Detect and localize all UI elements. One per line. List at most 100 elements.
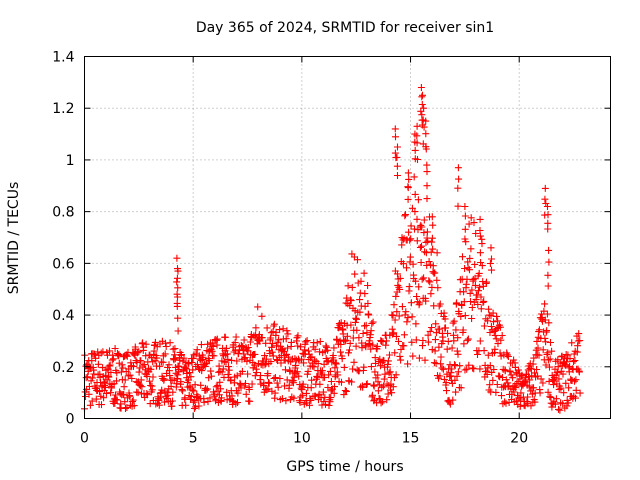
data-point: [463, 336, 471, 344]
data-point: [565, 384, 573, 392]
x-axis: 0 5 10 15 20: [80, 56, 528, 447]
data-point: [300, 359, 308, 367]
data-point: [486, 260, 494, 267]
data-point: [290, 379, 297, 387]
data-point: [430, 359, 438, 367]
data-point: [355, 334, 363, 342]
data-point: [476, 365, 484, 373]
data-point: [429, 245, 437, 253]
data-point: [258, 334, 266, 342]
data-point: [258, 312, 266, 320]
data-point: [433, 249, 441, 257]
data-point: [143, 390, 151, 397]
data-point: [408, 338, 416, 346]
data-point: [194, 361, 201, 368]
data-point: [269, 340, 277, 348]
data-point: [499, 374, 506, 381]
data-point: [525, 373, 533, 381]
data-point: [207, 367, 215, 375]
data-point: [379, 398, 386, 406]
data-point: [254, 303, 262, 311]
data-point: [446, 373, 454, 381]
data-point: [417, 259, 425, 266]
data-point: [475, 287, 482, 295]
data-point: [564, 399, 572, 407]
data-point: [218, 394, 225, 402]
data-point: [171, 345, 179, 353]
data-point: [417, 84, 425, 91]
data-point: [454, 164, 462, 172]
data-point: [347, 296, 354, 304]
data-point: [412, 277, 420, 285]
data-point: [251, 361, 259, 369]
data-point: [409, 260, 417, 268]
data-point: [153, 354, 161, 362]
data-point: [392, 292, 400, 300]
data-point: [246, 338, 254, 346]
data-point: [302, 389, 310, 397]
data-point: [129, 398, 136, 405]
data-point: [544, 388, 552, 396]
data-point: [370, 382, 378, 390]
data-point: [113, 396, 121, 404]
data-point: [418, 223, 426, 231]
data-point: [535, 326, 543, 334]
data-point: [401, 212, 409, 220]
data-point: [548, 403, 556, 411]
data-point: [90, 370, 98, 378]
data-point: [447, 369, 455, 377]
data-point: [133, 349, 141, 357]
data-point: [448, 344, 456, 352]
data-point: [146, 377, 153, 385]
data-point: [244, 370, 252, 378]
data-point: [262, 355, 270, 363]
data-point: [568, 339, 576, 347]
data-point: [290, 394, 298, 402]
data-point: [391, 125, 399, 133]
y-axis: 0 0.2 0.4 0.6 0.8 1 1.2 1.4: [52, 50, 611, 428]
data-point: [262, 339, 270, 347]
data-point: [307, 397, 315, 404]
data-point: [282, 397, 290, 405]
data-point: [134, 389, 142, 397]
data-point: [270, 320, 278, 328]
data-point: [394, 172, 401, 179]
data-point: [350, 358, 358, 366]
data-point: [369, 318, 377, 326]
data-point: [418, 275, 426, 283]
data-point: [563, 358, 570, 366]
data-point: [325, 402, 333, 409]
data-point: [388, 311, 396, 319]
data-point: [233, 357, 241, 365]
data-point: [100, 394, 108, 402]
data-point: [459, 326, 467, 334]
data-point: [174, 267, 182, 275]
data-point: [544, 282, 552, 290]
data-point: [346, 339, 354, 347]
data-point: [461, 203, 469, 210]
data-point: [215, 362, 223, 370]
data-point: [542, 200, 550, 207]
data-point: [273, 379, 281, 387]
data-point: [94, 360, 102, 368]
data-point: [211, 392, 219, 400]
data-point: [164, 391, 172, 399]
data-point: [356, 308, 364, 316]
data-point: [503, 351, 511, 359]
data-point: [283, 376, 291, 384]
data-point: [267, 358, 275, 366]
data-point: [281, 382, 288, 390]
x-axis-label: GPS time / hours: [286, 459, 403, 475]
data-point: [394, 281, 402, 289]
data-point: [431, 336, 439, 344]
data-point: [327, 378, 335, 385]
data-point: [147, 365, 155, 373]
data-point: [575, 330, 583, 338]
data-point: [268, 348, 276, 356]
data-point: [377, 362, 384, 370]
data-point: [493, 381, 501, 388]
data-point: [354, 256, 361, 264]
data-point: [263, 324, 271, 332]
data-point: [404, 195, 412, 203]
y-tick-label: 0.2: [52, 360, 74, 376]
